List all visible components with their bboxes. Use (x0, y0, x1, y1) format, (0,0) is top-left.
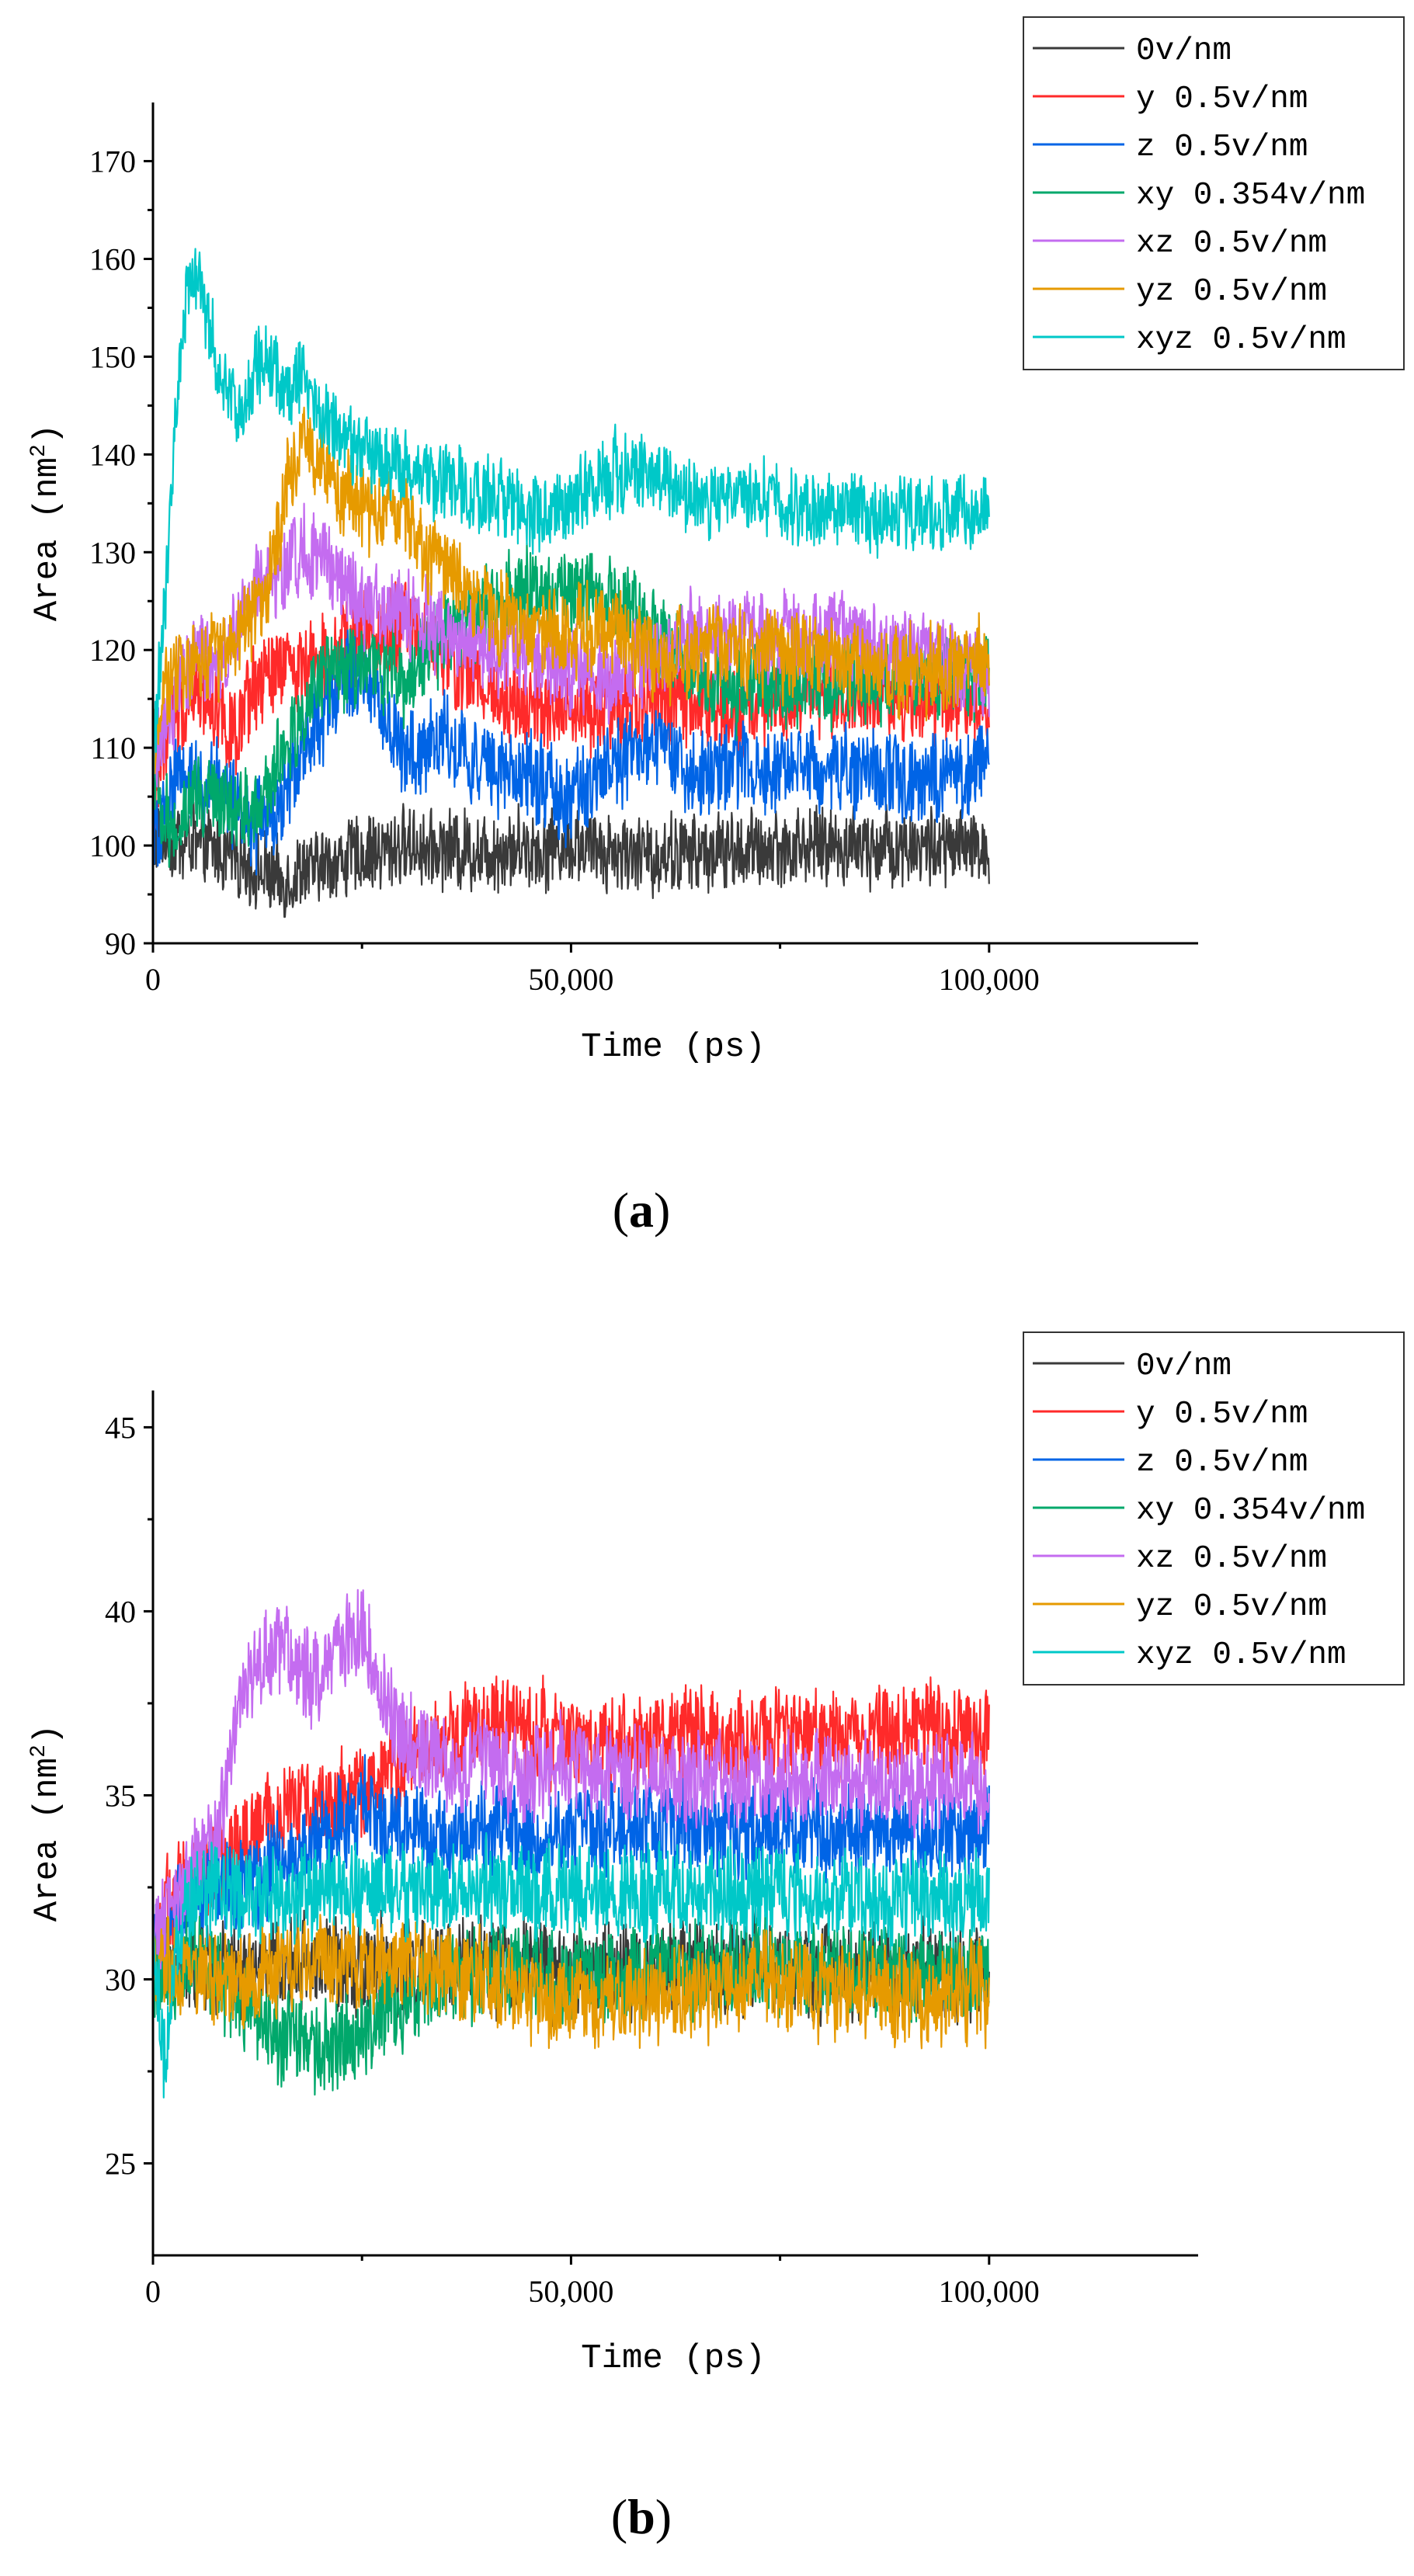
legend-label-b-2: z 0.5v/nm (1136, 1445, 1308, 1481)
x-axis-title-b: Time (ps) (581, 2339, 766, 2378)
x-axis-title-a: Time (ps) (581, 1028, 766, 1067)
legend-b: 0v/nm y 0.5v/nm z 0.5v/nm xy 0.354v/nm xz 0.… (1023, 1331, 1405, 1686)
legend-label-a-3: xy 0.354v/nm (1136, 178, 1365, 214)
x-tick-label-a-0: 0 (145, 962, 161, 997)
legend-label-b-1: y 0.5v/nm (1136, 1397, 1308, 1432)
y-tick-label-a-1: 100 (89, 828, 136, 863)
legend-label-a-1: y 0.5v/nm (1136, 82, 1308, 117)
ticks-b: 25 30 35 40 45 0 50,000 100,000 (105, 1410, 1040, 2309)
panel-caption-a: (a) (613, 1182, 671, 1238)
legend-label-b-6: xyz 0.5v/nm (1136, 1637, 1346, 1673)
series-line-a-2 (151, 629, 990, 876)
panel-caption-b: (b) (611, 2489, 672, 2544)
legend-a: 0v/nm y 0.5v/nm z 0.5v/nm xy 0.354v/nm xz 0.… (1023, 16, 1405, 370)
y-tick-label-a-4: 130 (89, 535, 136, 570)
x-tick-label-b-0: 0 (145, 2274, 161, 2309)
y-tick-label-a-0: 90 (105, 926, 136, 961)
x-tick-label-a-1: 50,000 (528, 962, 613, 997)
legend-label-b-5: yz 0.5v/nm (1136, 1589, 1327, 1625)
series-line-b-1 (151, 1675, 990, 1988)
legend-label-a-6: xyz 0.5v/nm (1136, 322, 1346, 358)
y-axis-title-a: Area (nm2) (27, 424, 68, 621)
legend-label-a-0: 0v/nm (1136, 33, 1232, 69)
y-tick-label-b-4: 45 (105, 1410, 136, 1445)
x-tick-label-b-2: 100,000 (939, 2274, 1040, 2309)
series-line-b-6 (151, 1831, 990, 2099)
y-tick-label-a-7: 160 (89, 241, 136, 276)
x-tick-label-b-1: 50,000 (528, 2274, 613, 2309)
legend-label-b-4: xz 0.5v/nm (1136, 1541, 1327, 1577)
series-line-b-5 (151, 1910, 990, 2050)
series-line-a-5 (151, 406, 990, 775)
plot-area-a: 90 100 110 120 130 140 150 160 170 0 50,000 100,000 (89, 102, 1198, 997)
x-tick-label-a-2: 100,000 (939, 962, 1040, 997)
y-tick-label-a-3: 120 (89, 633, 136, 668)
legend-label-a-4: xz 0.5v/nm (1136, 226, 1327, 262)
series-line-b-4 (151, 1588, 990, 1981)
y-tick-label-b-2: 35 (105, 1778, 136, 1813)
ticks-a: 90 100 110 120 130 140 150 160 170 0 50,000 100,000 (89, 144, 1040, 997)
series-group-a (151, 248, 990, 918)
series-group-b (151, 1588, 990, 2099)
series-line-a-4 (151, 502, 990, 788)
chart-b: 25 30 35 40 45 0 50,000 100,000 Area (nm2) Time… (27, 1331, 1405, 2544)
y-tick-label-a-6: 150 (89, 339, 136, 374)
legend-label-b-0: 0v/nm (1136, 1349, 1232, 1384)
y-tick-label-a-8: 170 (89, 144, 136, 179)
legend-label-a-2: z 0.5v/nm (1136, 130, 1308, 165)
y-tick-label-a-2: 110 (90, 731, 136, 766)
y-tick-label-b-1: 30 (105, 1962, 136, 1997)
plot-area-b: 25 30 35 40 45 0 50,000 100,000 (105, 1390, 1198, 2309)
y-tick-label-b-0: 25 (105, 2146, 136, 2181)
y-tick-label-a-5: 140 (89, 437, 136, 472)
legend-label-b-3: xy 0.354v/nm (1136, 1493, 1365, 1529)
legend-label-a-5: yz 0.5v/nm (1136, 274, 1327, 310)
y-tick-label-b-3: 40 (105, 1594, 136, 1629)
y-axis-title-b: Area (nm2) (27, 1724, 68, 1922)
chart-a: 90 100 110 120 130 140 150 160 170 0 50,000 100,000… (27, 16, 1405, 1238)
series-line-a-6 (151, 248, 990, 779)
